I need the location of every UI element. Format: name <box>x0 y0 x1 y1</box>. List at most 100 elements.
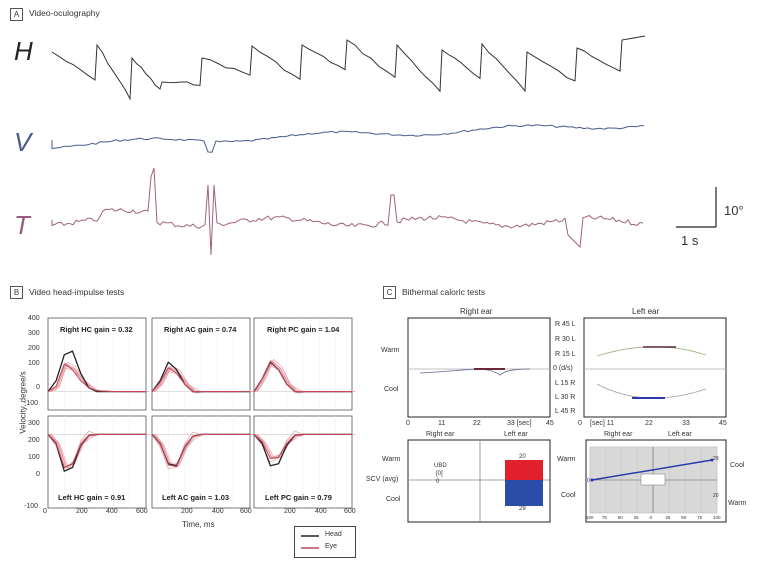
vhit-ytick-bot-neg100: -100 <box>24 503 39 510</box>
butterfly-warm-right-label: Warm <box>728 500 747 507</box>
scv-ubd-value: 0 <box>436 479 440 485</box>
trace-label-t: T <box>14 210 30 240</box>
vhit-xtick-c2-200: 200 <box>181 508 193 515</box>
scv-avg-label: SCV (avg) <box>366 476 399 483</box>
scv-ubd-label: UBD <box>434 463 447 469</box>
panel-c-title: Bithermal caloric tests <box>402 287 486 297</box>
vhit-eye-trace <box>151 367 250 393</box>
caloric-left-xtick-45: 45 <box>719 420 727 427</box>
vog-trace-t <box>51 167 644 256</box>
caloric-butterfly-center-box <box>640 473 666 486</box>
vhit-ytick-bot-200: 200 <box>28 437 40 444</box>
vhit-xtick-c3-600: 600 <box>344 508 356 515</box>
vhit-eye-trace <box>253 433 352 459</box>
caloric-right-ear-title: Right ear <box>460 307 493 316</box>
vhit-xtick-c3-200: 200 <box>284 508 296 515</box>
caloric-center-l15r: L 15 R <box>555 380 576 387</box>
panel-a-title: Video-oculography <box>29 8 100 18</box>
caloric-butterfly-point-left <box>590 478 594 482</box>
vhit-ytick-top-neg100: -100 <box>24 400 39 407</box>
caloric-center-r45l: R 45 L <box>555 321 576 328</box>
panel-a-badge: A <box>10 8 23 21</box>
legend-eye-label: Eye <box>325 543 338 550</box>
caloric-left-xtick-22: 22 <box>645 420 653 427</box>
vhit-xtick-c2-600: 600 <box>240 508 252 515</box>
legend-head-label: Head <box>325 531 342 538</box>
vog-scale-bar <box>676 187 717 228</box>
butterfly-right-ear-label: Right ear <box>604 431 633 438</box>
vhit-ytick-top-200: 200 <box>28 345 40 352</box>
vhit-gain-left-pc: Left PC gain = 0.79 <box>265 493 332 502</box>
vhit-xtick-400: 400 <box>106 508 118 515</box>
caloric-left-ear-title: Left ear <box>632 307 660 316</box>
scv-ubd-box: [0] <box>436 471 443 477</box>
caloric-left-ear-box <box>583 317 727 418</box>
panel-c-badge: C <box>383 286 396 299</box>
vhit-ytick-top-0: 0 <box>36 384 40 391</box>
vhit-gain-left-ac: Left AC gain = 1.03 <box>162 493 230 502</box>
scv-warm-label: Warm <box>382 456 401 463</box>
vhit-gain-right-hc: Right HC gain = 0.32 <box>60 325 133 334</box>
caloric-butterfly-point-right <box>710 458 714 462</box>
caloric-butterfly-line <box>591 459 713 481</box>
butterfly-zero-label: 0 <box>587 478 590 484</box>
vhit-xtick-c2-400: 400 <box>212 508 224 515</box>
caloric-left-xtick-33: 33 <box>682 420 690 427</box>
trace-label-h: H <box>14 36 33 66</box>
caloric-center-l45r: L 45 R <box>555 408 576 415</box>
butterfly-xtick: 75 <box>601 515 607 520</box>
vhit-eye-trace <box>253 360 352 393</box>
scale-bar-horizontal-label: 1 s <box>681 233 699 248</box>
scv-left-ear-label: Left ear <box>504 431 528 438</box>
scv-bar-warm-value: 20 <box>519 454 526 460</box>
vhit-legend: Head Eye <box>294 526 356 558</box>
butterfly-left-ear-label: Left ear <box>668 431 692 438</box>
vhit-xtick-c3-400: 400 <box>315 508 327 515</box>
caloric-center-zero: 0 (d/s) <box>553 365 573 372</box>
caloric-warm-label: Warm <box>381 347 400 354</box>
butterfly-xtick: 0 <box>649 515 653 520</box>
vhit-ytick-bot-100: 100 <box>28 454 40 461</box>
vhit-eye-trace <box>47 363 146 393</box>
vhit-eye-trace <box>151 433 250 468</box>
vhit-gain-right-ac: Right AC gain = 0.74 <box>164 325 237 334</box>
butterfly-xtick: 100 <box>586 515 594 520</box>
butterfly-xtick: 100 <box>713 515 721 520</box>
butterfly-cool-right-label: Cool <box>730 462 745 469</box>
caloric-center-r15l: R 15 L <box>555 351 576 358</box>
vhit-ytick-bot-300: 300 <box>28 420 40 427</box>
caloric-scv-bar-warm <box>505 460 543 480</box>
butterfly-xtick: 50 <box>617 515 623 520</box>
caloric-right-xtick-22: 22 <box>473 420 481 427</box>
panel-b-badge: B <box>10 286 23 299</box>
vhit-ytick-top-300: 300 <box>28 330 40 337</box>
scale-bar-vertical-label: 10° <box>724 203 744 218</box>
panel-b-title: Video head-impulse tests <box>29 287 125 297</box>
vog-trace-h <box>51 35 646 101</box>
butterfly-warm-left-label: Warm <box>557 456 576 463</box>
butterfly-cool-left-label: Cool <box>561 492 576 499</box>
butterfly-xtick: 75 <box>697 515 703 520</box>
caloric-right-xtick-45: 45 <box>546 420 554 427</box>
vhit-xlabel: Time, ms <box>182 520 215 529</box>
vog-trace-v <box>51 124 645 153</box>
caloric-left-xtick-0: 0 <box>578 420 582 427</box>
scv-cool-label: Cool <box>386 496 401 503</box>
caloric-right-ear-box <box>407 317 551 418</box>
caloric-left-xtick-11: [sec] 11 <box>590 420 614 427</box>
caloric-right-xtick-11: 11 <box>438 420 446 427</box>
vog-traces <box>51 35 717 256</box>
caloric-right-xtick-33: 33 [sec] <box>507 420 532 427</box>
butterfly-xtick: 25 <box>633 515 639 520</box>
vhit-ytick-top-100: 100 <box>28 360 40 367</box>
vhit-gain-right-pc: Right PC gain = 1.04 <box>267 325 340 334</box>
butterfly-xtick: 25 <box>665 515 671 520</box>
butterfly-right-bottom-value: 20 <box>713 493 719 499</box>
caloric-center-l30r: L 30 R <box>555 394 576 401</box>
scv-bar-cool-value: 29 <box>519 506 526 512</box>
vhit-xtick-0: 0 <box>43 508 47 515</box>
scv-right-ear-label: Right ear <box>426 431 455 438</box>
butterfly-xtick: 50 <box>681 515 687 520</box>
